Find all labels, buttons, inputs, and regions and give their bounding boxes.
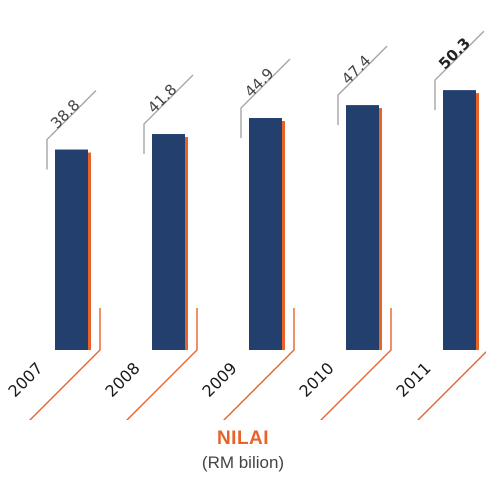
bar-shadow xyxy=(281,121,285,351)
category-underline xyxy=(320,308,392,420)
bar xyxy=(55,149,88,350)
category-label: 2010 xyxy=(295,359,337,401)
value-leader-line xyxy=(46,90,97,170)
value-label: 38.8 xyxy=(47,96,83,132)
value-label: 44.9 xyxy=(241,64,277,100)
value-label: 50.3 xyxy=(435,34,474,73)
value-leader-line xyxy=(337,45,388,126)
bar xyxy=(346,105,379,350)
bar xyxy=(443,90,476,350)
bar-shadow xyxy=(184,137,188,350)
value-leader-line xyxy=(240,58,291,139)
bar-shadow xyxy=(475,93,479,350)
category-label: 2008 xyxy=(101,359,143,401)
value-label: 41.8 xyxy=(144,81,180,117)
chart-subtitle: (RM bilion) xyxy=(201,453,285,472)
value-leader-line xyxy=(143,74,194,155)
bar-shadow xyxy=(87,152,91,350)
value-leader-line xyxy=(434,30,485,111)
category-underline xyxy=(417,351,486,420)
category-underline xyxy=(223,308,295,420)
bar-chart: 38.8 2007 41.8 2008 44.9 2009 47.4 2010 50.3 2011 xyxy=(4,30,486,420)
category-label: 2007 xyxy=(4,359,46,401)
category-label: 2011 xyxy=(392,359,434,401)
bar xyxy=(249,118,282,351)
category-label: 2009 xyxy=(198,359,240,401)
value-label: 47.4 xyxy=(338,52,374,88)
category-underline xyxy=(29,308,101,420)
bar-shadow xyxy=(378,108,382,350)
chart-title: NILAI xyxy=(216,428,270,449)
bar xyxy=(152,134,185,350)
category-underline xyxy=(126,308,198,420)
